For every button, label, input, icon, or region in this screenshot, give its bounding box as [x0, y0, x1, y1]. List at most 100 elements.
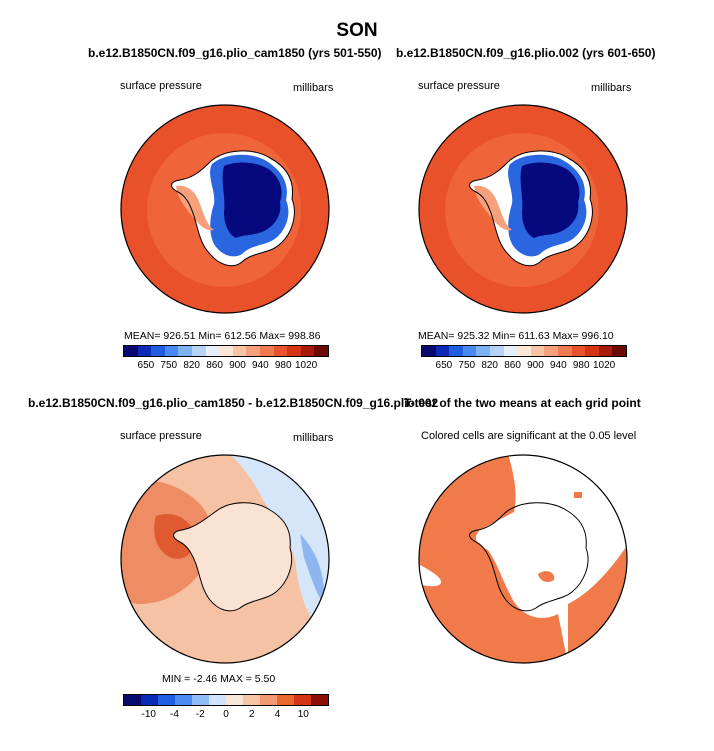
- stats-text: MEAN= 925.32 Min= 611.63 Max= 996.10: [418, 330, 614, 342]
- units-label: millibars: [293, 82, 334, 94]
- units-label: millibars: [591, 82, 632, 94]
- stats-text: MEAN= 926.51 Min= 612.56 Max= 998.86: [124, 330, 321, 342]
- polar-map-top-right: [418, 104, 628, 314]
- coastline: [469, 502, 589, 612]
- colorbar-swatch: [175, 695, 192, 705]
- panel-title-bottom-right: T-test of the two means at each grid poi…: [404, 396, 641, 410]
- polar-map-top-left: [120, 104, 330, 314]
- significant-cell: [574, 492, 582, 498]
- colorbar-tick-label: 4: [274, 709, 281, 720]
- colorbar-swatch: [311, 695, 328, 705]
- colorbar-swatch: [489, 346, 504, 356]
- colorbar-swatch: [219, 346, 233, 356]
- colorbar-top-right: [421, 345, 627, 357]
- colorbar-ticks-top-right: 650 750 820 860 900 940 980 1020: [421, 360, 627, 374]
- units-label: millibars: [293, 432, 334, 444]
- colorbar-difference: [123, 694, 329, 706]
- colorbar-swatch: [164, 346, 179, 356]
- panel-subtitle: Colored cells are significant at the 0.0…: [421, 430, 637, 442]
- coastline: [469, 150, 593, 267]
- colorbar-swatch: [571, 346, 586, 356]
- colorbar-swatch: [124, 695, 141, 705]
- polar-map-difference: [120, 454, 330, 664]
- colorbar-swatch: [449, 346, 463, 356]
- colorbar-tick-label: 900: [527, 360, 544, 371]
- variable-label: surface pressure: [120, 430, 202, 442]
- colorbar-swatch: [300, 346, 315, 356]
- colorbar-tick-label: -10: [141, 709, 156, 720]
- colorbar-tick-label: 860: [504, 360, 521, 371]
- colorbar-tick-label: -4: [170, 709, 179, 720]
- colorbar-swatch: [530, 346, 545, 356]
- stats-text: MIN = -2.46 MAX = 5.50: [162, 673, 276, 685]
- colorbar-swatch: [435, 346, 450, 356]
- colorbar-tick-label: 0: [223, 709, 229, 720]
- colorbar-swatch: [294, 695, 311, 705]
- colorbar-swatch: [259, 346, 274, 356]
- colorbar-tick-label: 1020: [592, 360, 616, 371]
- colorbar-tick-label: 2: [248, 709, 255, 720]
- coastline: [171, 150, 295, 267]
- colorbar-swatch: [612, 346, 626, 356]
- colorbar-ticks-top-left: 650 750 820 860 900 940 980 1020: [123, 360, 329, 374]
- colorbar-swatch: [137, 346, 152, 356]
- colorbar-tick-label: 940: [549, 360, 567, 371]
- colorbar-swatch: [158, 695, 175, 705]
- colorbar-swatch: [544, 346, 558, 356]
- colorbar-swatch: [141, 695, 158, 705]
- map-border: [120, 454, 330, 664]
- colorbar-tick-label: 980: [274, 360, 292, 371]
- colorbar-tick-label: 860: [206, 360, 223, 371]
- colorbar-swatch: [178, 346, 192, 356]
- coastline: [173, 502, 293, 612]
- colorbar-swatch: [462, 346, 477, 356]
- colorbar-swatch: [246, 346, 260, 356]
- figure-title: SON: [336, 20, 378, 41]
- colorbar-swatch: [314, 346, 328, 356]
- colorbar-tick-label: 980: [572, 360, 590, 371]
- colorbar-swatch: [476, 346, 490, 356]
- colorbar-swatch: [422, 346, 436, 356]
- colorbar-swatch: [260, 695, 277, 705]
- significant-region-west: [419, 455, 568, 663]
- colorbar-swatch: [151, 346, 165, 356]
- colorbar-swatch: [226, 695, 243, 705]
- colorbar-swatch: [287, 346, 301, 356]
- colorbar-swatch: [517, 346, 531, 356]
- colorbar-tick-label: 750: [458, 360, 476, 371]
- panel-title-bottom-left: b.e12.B1850CN.f09_g16.plio_cam1850 - b.e…: [28, 396, 439, 410]
- colorbar-swatch: [205, 346, 220, 356]
- diff-negative-core: [300, 534, 325, 604]
- colorbar-swatch: [277, 695, 294, 705]
- variable-label: surface pressure: [418, 80, 500, 92]
- colorbar-swatch: [273, 346, 288, 356]
- colorbar-tick-label: 1020: [294, 360, 318, 371]
- colorbar-tick-label: 650: [137, 360, 155, 371]
- colorbar-tick-label: 750: [160, 360, 178, 371]
- colorbar-swatch: [598, 346, 613, 356]
- ice-sheet-high: [520, 162, 580, 238]
- panel-title-top-right: b.e12.B1850CN.f09_g16.plio.002 (yrs 601-…: [396, 46, 656, 60]
- colorbar-tick-label: 900: [229, 360, 246, 371]
- polar-map-ttest: [418, 454, 628, 664]
- colorbar-top-left: [123, 345, 329, 357]
- colorbar-swatch: [232, 346, 247, 356]
- colorbar-tick-label: -2: [195, 709, 205, 720]
- ice-sheet-high: [222, 162, 282, 238]
- colorbar-swatch: [503, 346, 518, 356]
- colorbar-tick-label: 820: [481, 360, 498, 371]
- map-border: [418, 454, 628, 664]
- variable-label: surface pressure: [120, 80, 202, 92]
- colorbar-tick-label: 10: [297, 709, 309, 720]
- colorbar-tick-label: 650: [435, 360, 453, 371]
- antarctica-land: [173, 502, 292, 611]
- colorbar-swatch: [209, 695, 226, 705]
- colorbar-swatch: [124, 346, 138, 356]
- colorbar-swatch: [191, 346, 206, 356]
- colorbar-swatch: [585, 346, 599, 356]
- colorbar-swatch: [243, 695, 260, 705]
- colorbar-swatch: [192, 695, 209, 705]
- colorbar-tick-label: 820: [183, 360, 200, 371]
- colorbar-ticks-difference: -10 -4 -2 0 2 4 10: [123, 709, 329, 723]
- colorbar-tick-label: 940: [251, 360, 269, 371]
